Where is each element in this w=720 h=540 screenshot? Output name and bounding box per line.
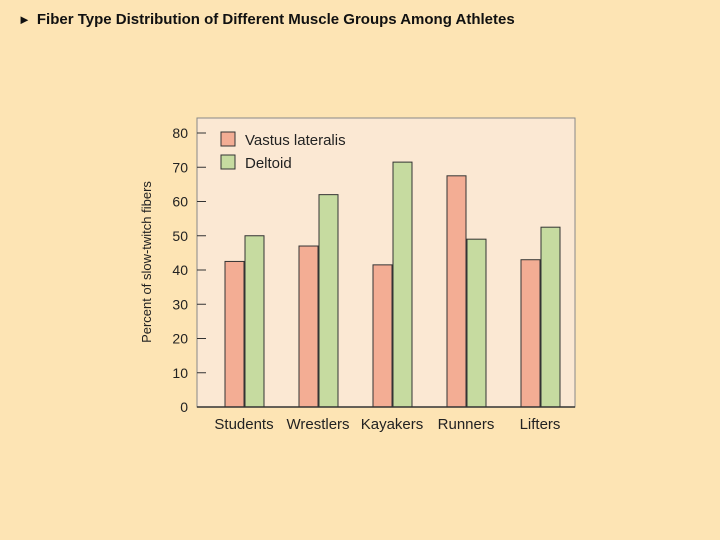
bar-deltoid-kayakers [392,161,413,408]
slide-title-text: Fiber Type Distribution of Different Mus… [36,11,515,28]
y-axis-label: Percent of slow-twitch fibers [139,181,154,343]
x-tick-label-lifters: Lifters [520,416,561,433]
bar-deltoid-runners [466,238,487,408]
y-tick-label-10: 10 [172,365,188,381]
bar-deltoid-students [244,235,265,408]
slide-title: ► Fiber Type Distribution of Different Mu… [18,11,515,28]
y-tick-label-30: 30 [172,296,188,312]
bar-vastus-lateralis-runners [446,175,467,408]
y-tick-label-50: 50 [172,228,188,244]
y-tick-label-60: 60 [172,194,188,210]
play-triangle-icon: ► [18,12,31,27]
legend-label-2: Deltoid [245,155,292,172]
x-tick-label-wrestlers: Wrestlers [286,416,349,433]
legend-label-1: Vastus lateralis [245,132,346,149]
y-tick-label-0: 0 [180,399,188,415]
y-tick-label-80: 80 [172,125,188,141]
y-tick-label-40: 40 [172,262,188,278]
bar-vastus-lateralis-lifters [520,259,541,408]
bar-deltoid-lifters [540,226,561,408]
legend: Vastus lateralis Deltoid [220,131,346,172]
y-tick-label-20: 20 [172,331,188,347]
bar-vastus-lateralis-kayakers [372,264,393,408]
x-tick-label-runners: Runners [438,416,495,433]
bar-vastus-lateralis-students [224,260,245,408]
legend-swatch-1 [220,131,236,147]
y-tick-label-70: 70 [172,159,188,175]
x-tick-label-kayakers: Kayakers [361,416,424,433]
bar-deltoid-wrestlers [318,194,339,408]
bar-vastus-lateralis-wrestlers [298,245,319,408]
x-tick-label-students: Students [214,416,273,433]
legend-swatch-2 [220,154,236,170]
